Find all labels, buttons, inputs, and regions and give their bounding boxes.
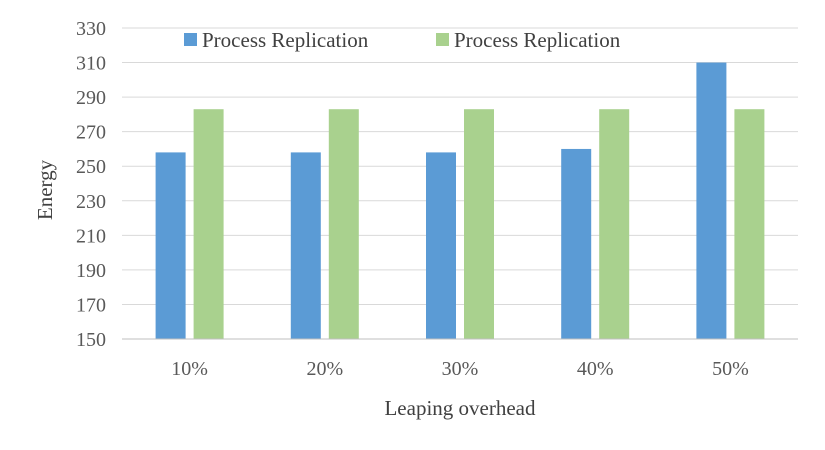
bar-series-1-50pct (696, 62, 727, 340)
bars (155, 62, 765, 340)
bar-series-2-10pct (193, 109, 224, 339)
bar-series-1-30pct (426, 152, 456, 339)
y-tick-label: 290 (76, 87, 106, 109)
x-tick-label: 40% (577, 358, 614, 380)
x-tick-labels: 10% 20% 30% 40% 50% (171, 358, 748, 380)
x-tick-label: 10% (171, 358, 208, 380)
y-tick-label: 330 (76, 18, 106, 40)
bar-series-1-10pct (155, 152, 186, 339)
y-gridlines (122, 27, 798, 305)
legend: Process Replication Process Replication (184, 28, 621, 52)
legend-swatch-1 (184, 33, 197, 46)
y-tick-labels: 150 170 190 210 230 250 270 290 310 330 (76, 18, 106, 351)
y-tick-label: 210 (76, 225, 106, 247)
y-tick-label: 230 (76, 191, 106, 213)
bar-series-2-30pct (464, 109, 494, 339)
bar-series-2-40pct (599, 109, 630, 339)
y-tick-label: 170 (76, 294, 106, 316)
bar-series-1-40pct (561, 148, 592, 339)
y-tick-label: 190 (76, 260, 106, 282)
x-tick-label: 50% (712, 358, 749, 380)
y-tick-label: 310 (76, 53, 106, 75)
bar-series-2-20pct (328, 109, 359, 339)
x-axis-title: Leaping overhead (384, 396, 536, 420)
legend-label-2: Process Replication (454, 28, 621, 52)
legend-label-1: Process Replication (202, 28, 369, 52)
legend-swatch-2 (436, 33, 449, 46)
bar-series-2-50pct (734, 109, 765, 339)
y-tick-label: 270 (76, 122, 106, 144)
y-axis-title: Energy (33, 159, 57, 220)
y-tick-label: 250 (76, 156, 106, 178)
x-tick-label: 30% (442, 358, 479, 380)
x-tick-label: 20% (306, 358, 343, 380)
bar-series-1-20pct (290, 152, 321, 339)
y-tick-label: 150 (76, 329, 106, 351)
